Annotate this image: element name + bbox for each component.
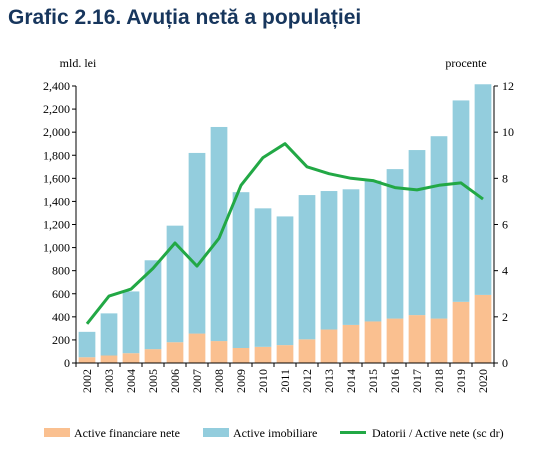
- bar-imobiliare-2003: [100, 313, 118, 356]
- x-tick-label: 2018: [432, 369, 446, 393]
- y-right-tick-label: 12: [502, 79, 514, 93]
- y-left-tick-label: 400: [52, 310, 70, 324]
- x-tick-label: 2007: [190, 369, 204, 393]
- bar-financiare-2006: [166, 342, 184, 363]
- y-right-tick-label: 0: [502, 356, 508, 370]
- bar-financiare-2003: [100, 355, 118, 363]
- bar-imobiliare-2011: [276, 216, 294, 346]
- bar-financiare-2009: [232, 347, 250, 363]
- bar-imobiliare-2019: [452, 100, 470, 302]
- bar-imobiliare-2002: [78, 331, 96, 358]
- x-tick-label: 2006: [168, 369, 182, 393]
- x-tick-label: 2017: [410, 369, 424, 393]
- bar-financiare-2020: [474, 294, 492, 363]
- x-tick-label: 2005: [146, 369, 160, 393]
- chart-title: Grafic 2.16. Avuția netă a populației: [8, 6, 362, 29]
- y-left-tick-label: 0: [64, 356, 70, 370]
- bar-imobiliare-2005: [144, 260, 162, 350]
- x-tick-label: 2008: [212, 369, 226, 393]
- x-tick-label: 2013: [322, 369, 336, 393]
- bar-imobiliare-2014: [342, 189, 360, 325]
- axes-layer: 0 200 400 600 800 1,000 1,200 1,400 1,600 1,800 2,…: [43, 79, 514, 370]
- bar-imobiliare-2008: [210, 126, 228, 342]
- bar-financiare-2007: [188, 333, 206, 363]
- y-left-tick-label: 1,600: [43, 171, 70, 185]
- bar-imobiliare-2020: [474, 84, 492, 295]
- bar-imobiliare-2018: [430, 136, 448, 319]
- bar-imobiliare-2004: [122, 291, 140, 354]
- x-tick-labels: 2002 2003 2004 2005 2006 2007 2008 2009 2010 2011…: [80, 369, 490, 393]
- x-tick-label: 2012: [300, 369, 314, 393]
- x-tick-label: 2014: [344, 369, 358, 393]
- bar-imobiliare-2017: [408, 150, 426, 316]
- legend-swatch-financiare: [44, 428, 70, 437]
- legend-label-financiare: Active financiare nete: [74, 426, 180, 440]
- bar-financiare-2014: [342, 324, 360, 363]
- bar-financiare-2004: [122, 353, 140, 363]
- y-left-tick-label: 1,200: [43, 218, 70, 232]
- bar-financiare-2016: [386, 318, 404, 363]
- y-right-tick-label: 8: [502, 171, 508, 185]
- bar-imobiliare-2010: [254, 208, 272, 347]
- bar-financiare-2013: [320, 329, 338, 363]
- legend-swatch-imobiliare: [203, 428, 229, 437]
- y-right-tick-label: 10: [502, 125, 514, 139]
- x-tick-label: 2011: [278, 369, 292, 393]
- x-tick-label: 2016: [388, 369, 402, 393]
- y-right-tick-label: 6: [502, 218, 508, 232]
- y-left-tick-label: 600: [52, 287, 70, 301]
- bar-imobiliare-2006: [166, 225, 184, 343]
- legend-label-imobiliare: Active imobiliare: [233, 426, 317, 440]
- x-tick-label: 2015: [366, 369, 380, 393]
- legend: Active financiare nete Active imobiliare…: [44, 426, 504, 440]
- y-right-axis-label: procente: [445, 56, 486, 70]
- legend-label-datorii: Datorii / Active nete (sc dr): [372, 426, 504, 440]
- bar-financiare-2010: [254, 346, 272, 363]
- bar-imobiliare-2007: [188, 152, 206, 334]
- bar-imobiliare-2016: [386, 169, 404, 319]
- x-tick-label: 2010: [256, 369, 270, 393]
- y-left-tick-label: 2,400: [43, 79, 70, 93]
- x-tick-label: 2002: [80, 369, 94, 393]
- y-left-tick-label: 1,800: [43, 148, 70, 162]
- bar-financiare-2002: [78, 357, 96, 363]
- bar-imobiliare-2013: [320, 191, 338, 330]
- y-left-axis-label: mld. lei: [60, 56, 97, 70]
- bar-financiare-2008: [210, 341, 228, 363]
- x-tick-label: 2019: [454, 369, 468, 393]
- line-datorii: [85, 142, 484, 325]
- bar-financiare-2015: [364, 321, 382, 363]
- x-tick-label: 2003: [102, 369, 116, 393]
- bar-imobiliare-2012: [298, 195, 316, 340]
- bar-financiare-2017: [408, 315, 426, 363]
- y-left-tick-label: 800: [52, 264, 70, 278]
- y-right-tick-label: 2: [502, 310, 508, 324]
- x-tick-label: 2004: [124, 369, 138, 393]
- bar-financiare-2011: [276, 345, 294, 363]
- y-left-tick-label: 1,400: [43, 194, 70, 208]
- bar-financiare-2018: [430, 318, 448, 363]
- y-left-tick-label: 2,200: [43, 102, 70, 116]
- bar-financiare-2012: [298, 339, 316, 363]
- bar-imobiliare-2015: [364, 180, 382, 322]
- x-tick-label: 2020: [476, 369, 490, 393]
- y-left-tick-label: 200: [52, 333, 70, 347]
- bar-financiare-2019: [452, 301, 470, 363]
- y-right-tick-label: 4: [502, 264, 508, 278]
- bar-financiare-2005: [144, 349, 162, 363]
- bars-layer: [78, 84, 492, 363]
- line-layer: [85, 142, 484, 325]
- y-left-tick-label: 1,000: [43, 241, 70, 255]
- bar-imobiliare-2009: [232, 192, 250, 348]
- y-left-tick-label: 2,000: [43, 125, 70, 139]
- x-tick-label: 2009: [234, 369, 248, 393]
